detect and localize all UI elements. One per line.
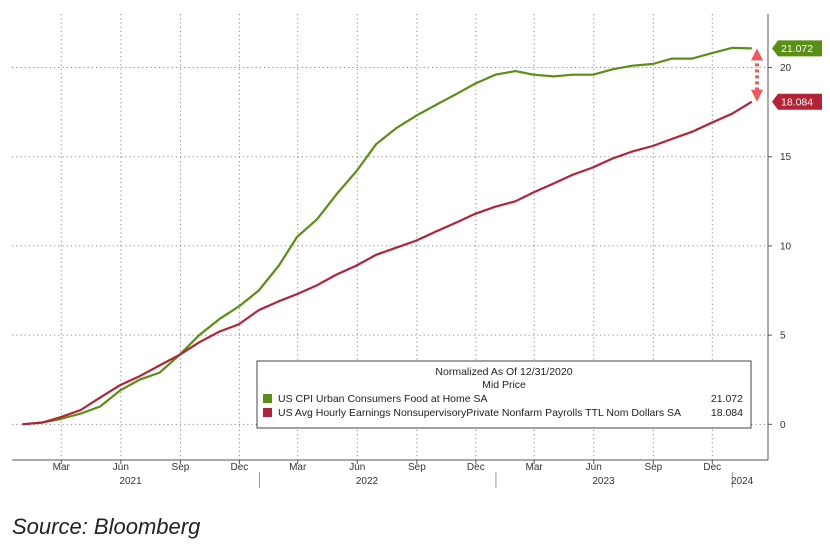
chart: 0 5 10 15 20 Mar Jun Sep Dec Mar Jun Sep Dec Mar Jun Se… (12, 14, 822, 488)
last-value-label-1: 21.072 (781, 43, 813, 55)
x-tick-label: Jun (113, 462, 129, 473)
x-tick-label: Dec (230, 462, 248, 473)
source-caption: Source: Bloomberg (12, 514, 201, 539)
x-tick-label: Sep (172, 462, 190, 473)
x-tick-label: Dec (467, 462, 485, 473)
last-value-label-2: 18.084 (781, 97, 813, 109)
y-tick-label: 10 (780, 241, 792, 252)
x-tick-label: Jun (586, 462, 602, 473)
gap-arrow-head-down (751, 89, 763, 102)
year-label: 2023 (592, 476, 615, 487)
legend-value-2: 18.084 (711, 407, 743, 419)
gap-arrow-head-up (751, 48, 763, 61)
gap-arrow (751, 48, 763, 102)
x-tick-label: Dec (703, 462, 721, 473)
x-tick-label: Mar (526, 462, 544, 473)
year-label: 2021 (119, 476, 142, 487)
legend-value-1: 21.072 (711, 393, 743, 405)
legend-box (256, 360, 752, 429)
series-line-2 (22, 100, 753, 426)
x-tick-label: Mar (289, 462, 307, 473)
axes: 0 5 10 15 20 Mar Jun Sep Dec Mar Jun Sep Dec Mar Jun Se… (12, 14, 792, 488)
y-tick-label: 15 (780, 152, 792, 163)
x-tick-label: Mar (53, 462, 71, 473)
legend-name-1: US CPI Urban Consumers Food at Home SA (278, 393, 488, 405)
last-value-badge-1 (772, 40, 822, 57)
year-label: 2022 (356, 476, 379, 487)
last-value-badges: 21.072 18.084 (772, 40, 822, 110)
series-line-1 (22, 46, 752, 426)
legend-swatch-1 (263, 394, 272, 403)
legend-swatch-2 (263, 408, 272, 417)
last-value-badge-2 (772, 93, 822, 110)
y-tick-label: 0 (780, 420, 786, 431)
legend-name-2: US Avg Hourly Earnings NonsupervisoryPri… (278, 407, 681, 419)
legend-subtitle: Mid Price (482, 379, 526, 391)
series-lines (22, 46, 753, 426)
legend-title: Normalized As Of 12/31/2020 (435, 366, 572, 378)
x-tick-label: Jun (349, 462, 365, 473)
year-label: 2024 (731, 476, 754, 487)
y-tick-label: 5 (780, 331, 786, 342)
x-tick-label: Sep (408, 462, 426, 473)
x-tick-label: Sep (644, 462, 662, 473)
y-tick-label: 20 (780, 63, 792, 74)
